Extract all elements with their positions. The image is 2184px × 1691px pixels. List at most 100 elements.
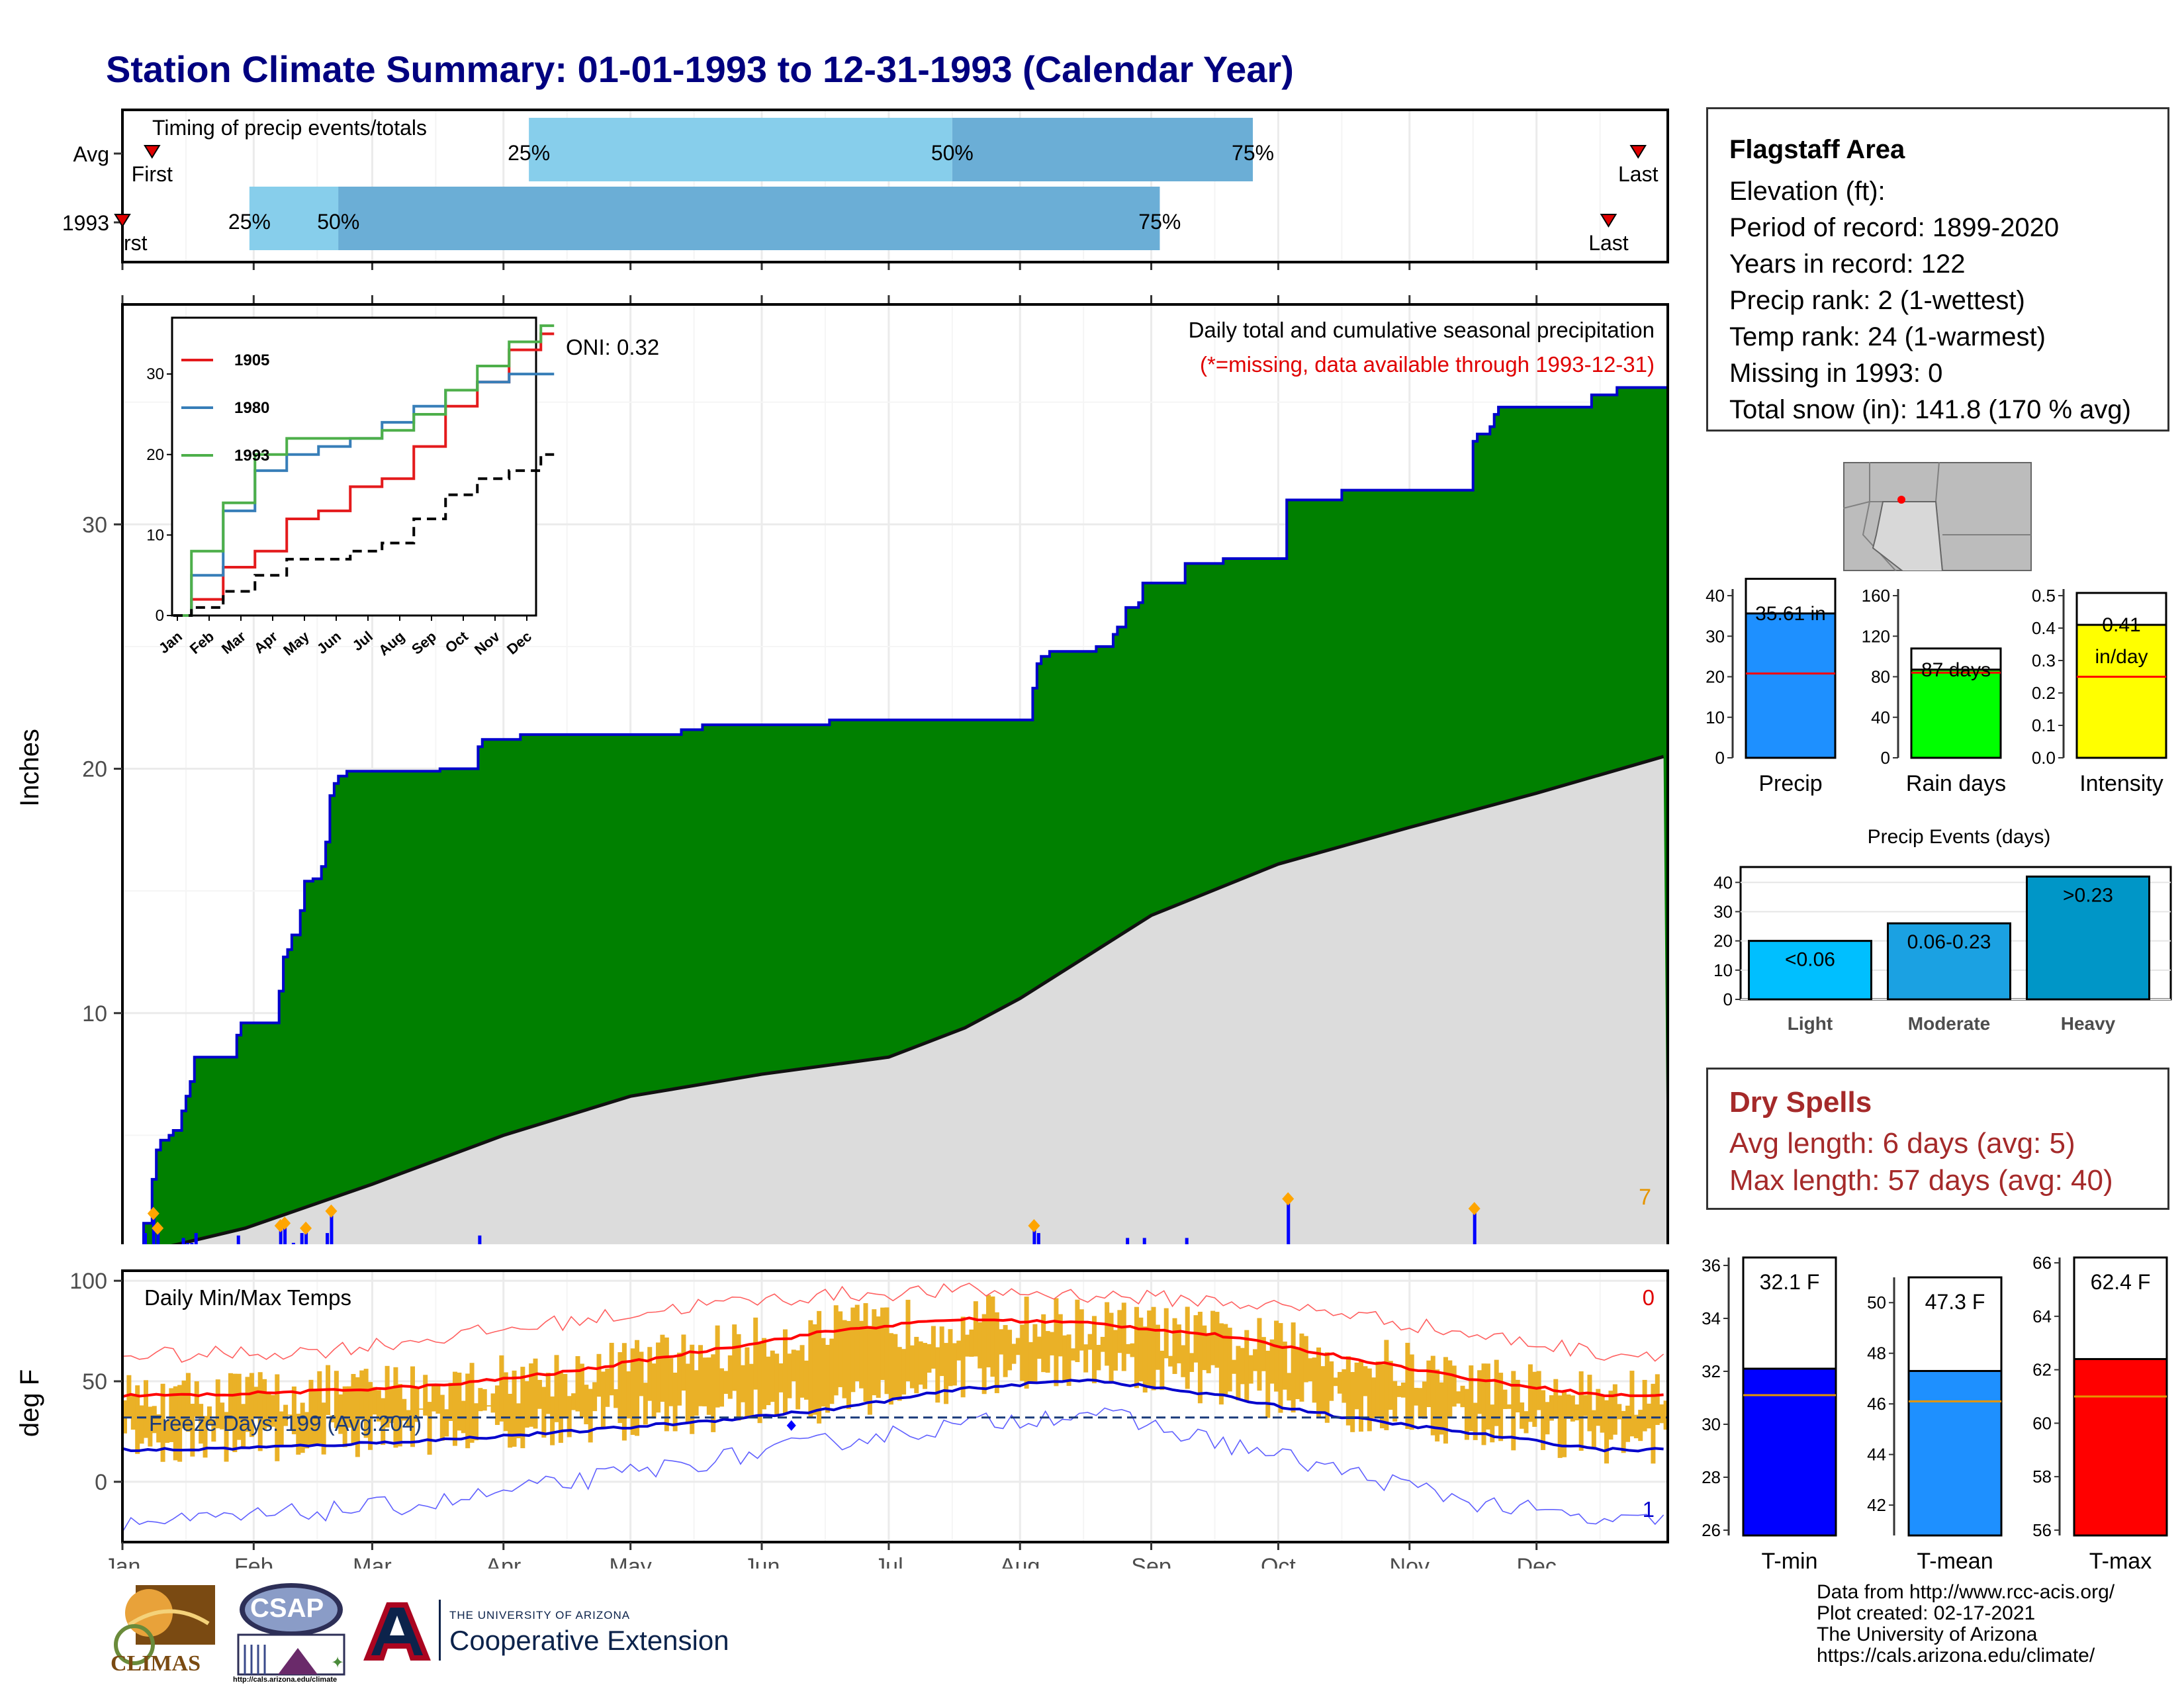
daily-temp-bar <box>668 1358 674 1406</box>
daily-temp-bar <box>741 1365 745 1402</box>
daily-temp-bar <box>1638 1410 1643 1441</box>
events-ytick-label: 30 <box>1713 901 1733 921</box>
daily-temp-bar <box>169 1388 174 1442</box>
daily-temp-bar <box>1612 1384 1617 1435</box>
daily-temp-bar <box>770 1350 775 1402</box>
daily-temp-bar <box>960 1316 966 1398</box>
daily-temp-bar <box>173 1386 178 1461</box>
inset-ytick-label: 0 <box>156 607 164 625</box>
tempbar-label: T-max <box>2089 1549 2152 1574</box>
daily-temp-bar <box>1244 1330 1250 1402</box>
daily-temp-bar <box>541 1387 547 1438</box>
timing-bar-q1 <box>529 118 952 181</box>
daily-temp-bar <box>232 1373 238 1453</box>
tempbar-ytick-label: 32 <box>1702 1361 1721 1381</box>
daily-temp-bar <box>1481 1363 1486 1445</box>
dry-spells-box: Dry Spells Avg length: 6 days (avg: 5) M… <box>1706 1068 2169 1210</box>
daily-temp-bar <box>351 1373 356 1443</box>
daily-temp-bar <box>444 1409 449 1437</box>
daily-temp-bar <box>1054 1298 1059 1387</box>
daily-temp-bar <box>621 1343 627 1441</box>
daily-temp-bar <box>981 1314 987 1394</box>
summary-bar-label: Intensity <box>2079 771 2163 796</box>
daily-temp-bar <box>1240 1348 1245 1385</box>
daily-temp-bar <box>1096 1345 1101 1371</box>
month-tick-label: Aug <box>1000 1554 1040 1569</box>
daily-temp-bar <box>503 1372 508 1432</box>
events-bar <box>2026 875 2150 1001</box>
daily-temp-bar <box>1189 1353 1195 1372</box>
daily-temp-bar <box>1295 1347 1300 1400</box>
month-tick-label: Jun <box>744 1554 780 1569</box>
daily-temp-bar <box>402 1398 407 1421</box>
daily-temp-bar <box>283 1404 289 1426</box>
source-line: Plot created: 02-17-2021 <box>1817 1602 2036 1624</box>
daily-temp-bar <box>732 1324 737 1391</box>
daily-temp-bar <box>761 1338 766 1410</box>
daily-temp-bar <box>1257 1318 1262 1391</box>
daily-temp-bar <box>1269 1339 1275 1384</box>
daily-temp-bar <box>821 1338 826 1407</box>
daily-temp-bar <box>829 1338 835 1404</box>
timing-p25-label: 25% <box>228 210 271 234</box>
daily-temp-bar <box>757 1344 762 1424</box>
timing-last-marker <box>1600 214 1617 228</box>
timing-frame <box>121 109 1669 263</box>
tempbar-bar <box>1742 1367 1837 1537</box>
inset-series-line <box>173 324 555 617</box>
daily-temp-bar <box>1485 1363 1490 1430</box>
timing-first-label: First <box>132 162 173 186</box>
daily-temp-bar <box>1210 1310 1216 1365</box>
daily-temp-bar <box>803 1360 809 1400</box>
daily-temp-bar <box>617 1352 623 1424</box>
precip-events-chart: Precip Events (days) 0 10 20 30 40 <0.06 Light… <box>1713 826 2172 1034</box>
daily-temp-bar <box>1338 1371 1343 1394</box>
timing-p50-label: 50% <box>317 210 359 234</box>
daily-temp-bar <box>1130 1343 1135 1357</box>
daily-temp-bar <box>685 1363 690 1422</box>
station-name: Flagstaff Area <box>1729 135 1905 164</box>
daily-temp-bar <box>1578 1371 1584 1451</box>
daily-temp-bar <box>1253 1349 1258 1371</box>
daily-temp-bar <box>1511 1371 1516 1451</box>
daily-temp-bar <box>1363 1366 1368 1396</box>
daily-temp-bar <box>1350 1372 1355 1432</box>
daily-temp-bar <box>647 1347 653 1401</box>
daily-temp-bar <box>1197 1311 1203 1404</box>
extreme-precip-marker <box>152 1221 164 1235</box>
daily-temp-bar <box>643 1383 648 1425</box>
daily-temp-bar <box>1214 1312 1220 1368</box>
daily-temp-bar <box>448 1383 453 1422</box>
tempbar-ytick-label: 66 <box>2032 1253 2052 1273</box>
events-bar-label: <0.06 <box>1785 949 1835 971</box>
daily-temp-bar <box>1515 1379 1520 1413</box>
month-tick-label: Feb <box>234 1554 273 1569</box>
tempbar-ytick-label: 62 <box>2032 1360 2052 1380</box>
daily-temp-bar <box>1015 1338 1021 1355</box>
daily-temp-bar <box>1604 1400 1610 1464</box>
daily-temp-bar <box>164 1420 169 1443</box>
daily-temp-bar <box>317 1371 322 1444</box>
record-max-line <box>122 1283 1664 1363</box>
daily-temp-bar <box>397 1384 402 1447</box>
precip-panel: 0 10 20 30 Inches Daily total and cumulativ… <box>15 295 1669 1244</box>
daily-temp-bar <box>1138 1317 1144 1382</box>
daily-temp-bar <box>321 1402 326 1455</box>
daily-temp-bar <box>702 1357 707 1406</box>
month-tick-label: May <box>610 1554 652 1569</box>
daily-temp-bar <box>1274 1320 1279 1392</box>
precip-ytick-label: 20 <box>82 757 107 782</box>
daily-temp-bar <box>457 1372 462 1431</box>
daily-temp-bar <box>782 1329 788 1415</box>
events-category-label: Heavy <box>2061 1013 2116 1034</box>
temp-frame <box>121 1269 1669 1543</box>
daily-temp-bar <box>909 1345 915 1389</box>
precip-note-1: Daily total and cumulative seasonal prec… <box>1189 318 1655 342</box>
tempbar-ytick-label: 42 <box>1867 1495 1886 1515</box>
events-category-label: Moderate <box>1908 1013 1990 1034</box>
daily-temp-bar <box>228 1373 233 1431</box>
daily-temp-bar <box>1062 1335 1068 1382</box>
daily-temp-bar <box>160 1383 165 1462</box>
daily-temp-bar <box>1160 1350 1165 1391</box>
daily-temp-bar <box>211 1419 216 1442</box>
